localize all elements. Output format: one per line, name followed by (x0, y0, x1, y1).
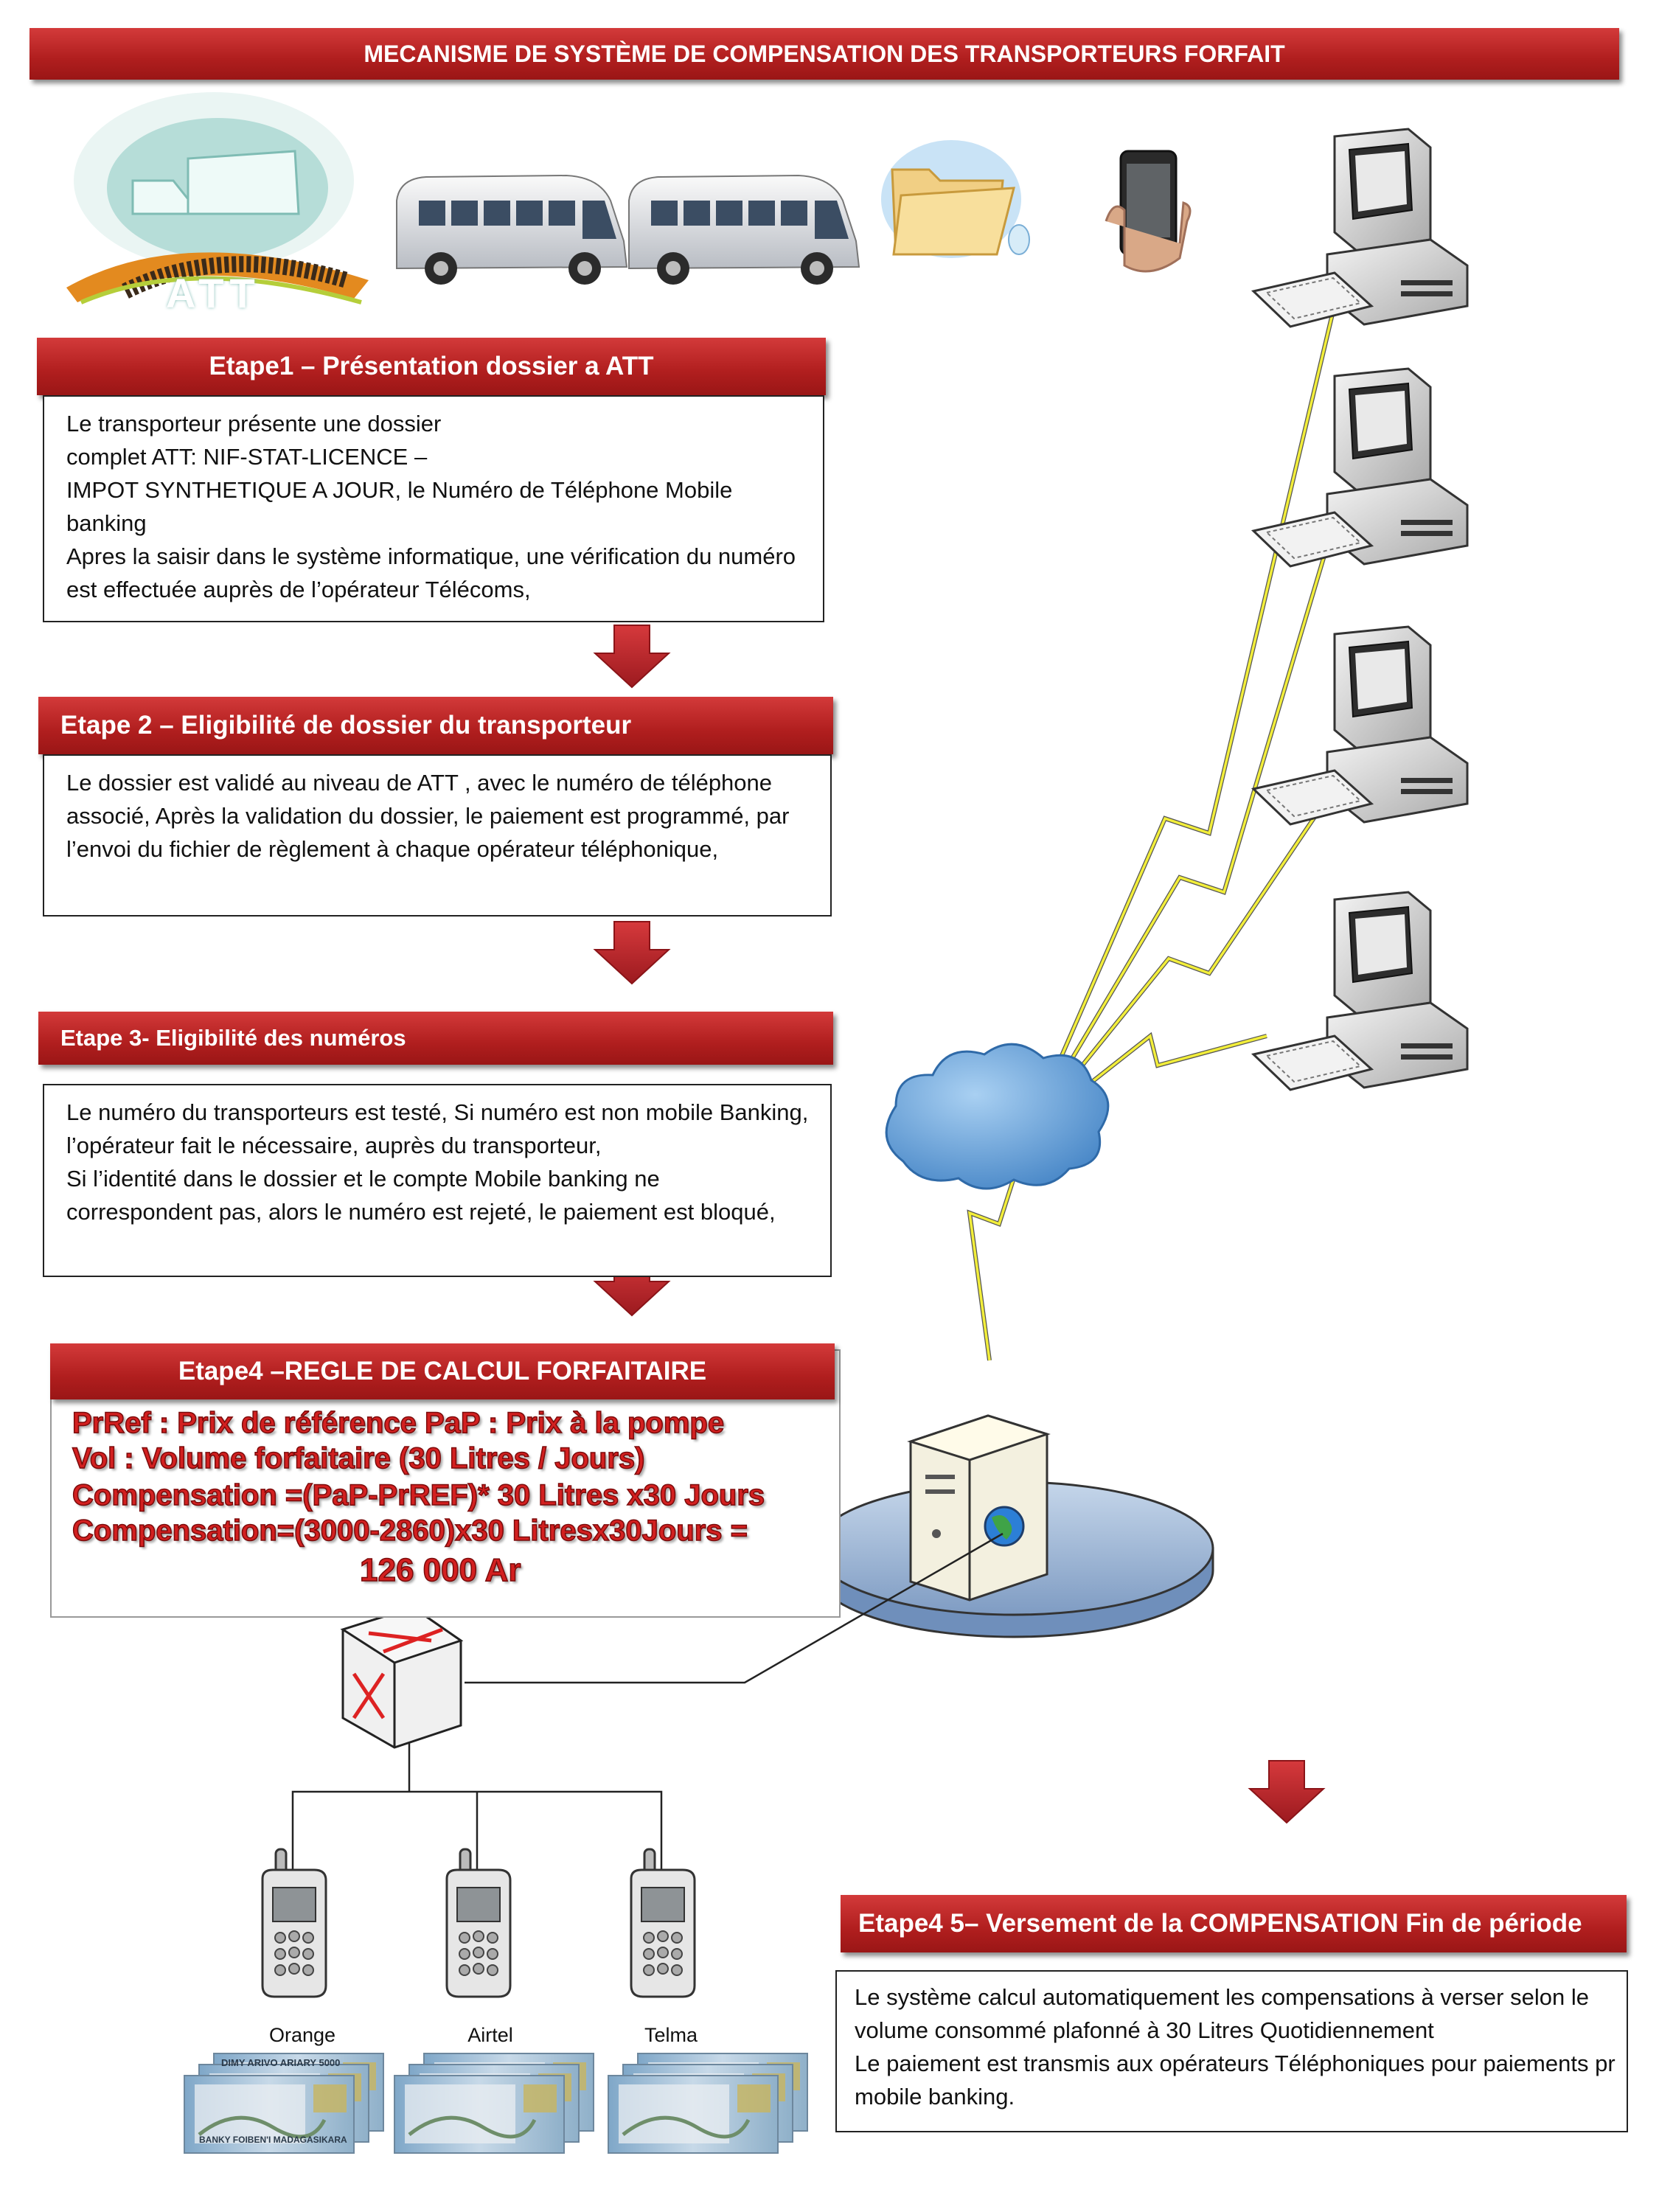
title-banner: MECANISME DE SYSTÈME DE COMPENSATION DES… (29, 28, 1619, 80)
step1-box: Le transporteur présente une dossier com… (43, 395, 824, 622)
computer-icon (1252, 625, 1469, 826)
step2-heading: Etape 2 – Eligibilité de dossier du tran… (38, 697, 833, 754)
step3-text: correspondent pas, alors le numéro est r… (66, 1199, 776, 1225)
step5-heading: Etape4 5– Versement de la COMPENSATION F… (841, 1895, 1627, 1952)
page-title: MECANISME DE SYSTÈME DE COMPENSATION DES… (364, 40, 1285, 67)
step4-heading: Etape4 –REGLE DE CALCUL FORFAITAIRE (50, 1343, 835, 1399)
step5-text: volume consommé plafonné à 30 Litres Quo… (855, 2017, 1434, 2043)
banknotes-telma (608, 2053, 807, 2153)
formula-line: Compensation =(PaP-PrREF)* 30 Litres x30… (72, 1478, 765, 1512)
van-icon (628, 175, 860, 285)
step1-heading: Etape1 – Présentation dossier a ATT (37, 338, 826, 395)
step1-text: Apres la saisir dans le système informat… (66, 543, 796, 569)
banknote-label: BANKY FOIBEN'I MADAGASIKARA (199, 2135, 347, 2145)
step1-text: banking (66, 510, 147, 536)
banknote-label: DIMY ARIVO ARIARY 5000 (221, 2057, 341, 2068)
smartphone-icon (1105, 150, 1192, 273)
mobile-phone-icon (445, 1848, 512, 1998)
computer-icon (1252, 891, 1469, 1091)
step3-heading: Etape 3- Eligibilité des numéros (38, 1012, 833, 1065)
step5-text: mobile banking. (855, 2084, 1015, 2110)
step4-formulas: PrRef : Prix de référence PaP : Prix à l… (50, 1401, 838, 1615)
down-arrow-icon (1249, 1760, 1324, 1823)
step3-text: Si l’identité dans le dossier et le comp… (66, 1166, 660, 1192)
step2-text: Le dossier est validé au niveau de ATT ,… (66, 770, 773, 796)
server-icon (813, 1414, 1214, 1638)
step1-text: IMPOT SYNTHETIQUE A JOUR, le Numéro de T… (66, 477, 733, 503)
down-arrow-icon (594, 625, 669, 688)
step1-text: est effectuée auprès de l’opérateur Télé… (66, 577, 531, 602)
formula-line: Vol : Volume forfaitaire (30 Litres / Jo… (72, 1441, 645, 1475)
mobile-phone-icon (261, 1848, 327, 1998)
down-arrow-icon (594, 921, 669, 984)
folder-icon (881, 140, 1030, 258)
operator-label-airtel: Airtel (467, 2024, 513, 2046)
cloud-icon (885, 1043, 1110, 1190)
step2-box: Le dossier est validé au niveau de ATT ,… (43, 754, 832, 917)
step5-text: Le paiement est transmis aux opérateurs … (855, 2051, 1615, 2076)
formula-line: Compensation=(3000-2860)x30 Litresx30Jou… (72, 1514, 748, 1548)
step3-box: Le numéro du transporteurs est testé, Si… (43, 1084, 832, 1277)
formula-line: PrRef : Prix de référence PaP : Prix à l… (72, 1406, 725, 1440)
step1-text: complet ATT: NIF-STAT-LICENCE – (66, 444, 428, 470)
step2-text: associé, Après la validation du dossier,… (66, 803, 790, 829)
operator-label-orange: Orange (268, 2024, 336, 2046)
step3-text: Le numéro du transporteurs est testé, Si… (66, 1099, 809, 1125)
mobile-phone-icon (630, 1848, 696, 1998)
van-icon (396, 175, 627, 285)
step1-text: Le transporteur présente une dossier (66, 411, 442, 437)
router-icon (340, 1606, 464, 1749)
computer-icon (1252, 128, 1469, 328)
banknotes-airtel (394, 2053, 594, 2153)
logo-text: ATT (166, 270, 261, 316)
operator-label-telma: Telma (644, 2024, 698, 2046)
step3-text: l’opérateur fait le nécessaire, auprès d… (66, 1133, 602, 1158)
step2-text: l’envoi du fichier de règlement à chaque… (66, 836, 719, 862)
step5-text: Le système calcul automatiquement les co… (855, 1984, 1589, 2010)
wireless-links (967, 298, 1338, 1361)
network-lines (291, 1532, 1004, 1877)
computer-icon (1252, 367, 1469, 568)
att-logo (66, 92, 369, 305)
formula-result: 126 000 Ar (359, 1551, 521, 1589)
step5-box: Le système calcul automatiquement les co… (835, 1970, 1628, 2132)
